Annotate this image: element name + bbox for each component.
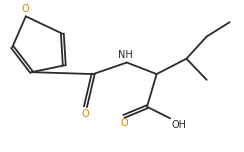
Text: OH: OH (171, 120, 186, 130)
Text: O: O (22, 4, 30, 14)
Text: NH: NH (119, 50, 133, 60)
Text: O: O (82, 109, 89, 119)
Text: O: O (120, 118, 128, 128)
